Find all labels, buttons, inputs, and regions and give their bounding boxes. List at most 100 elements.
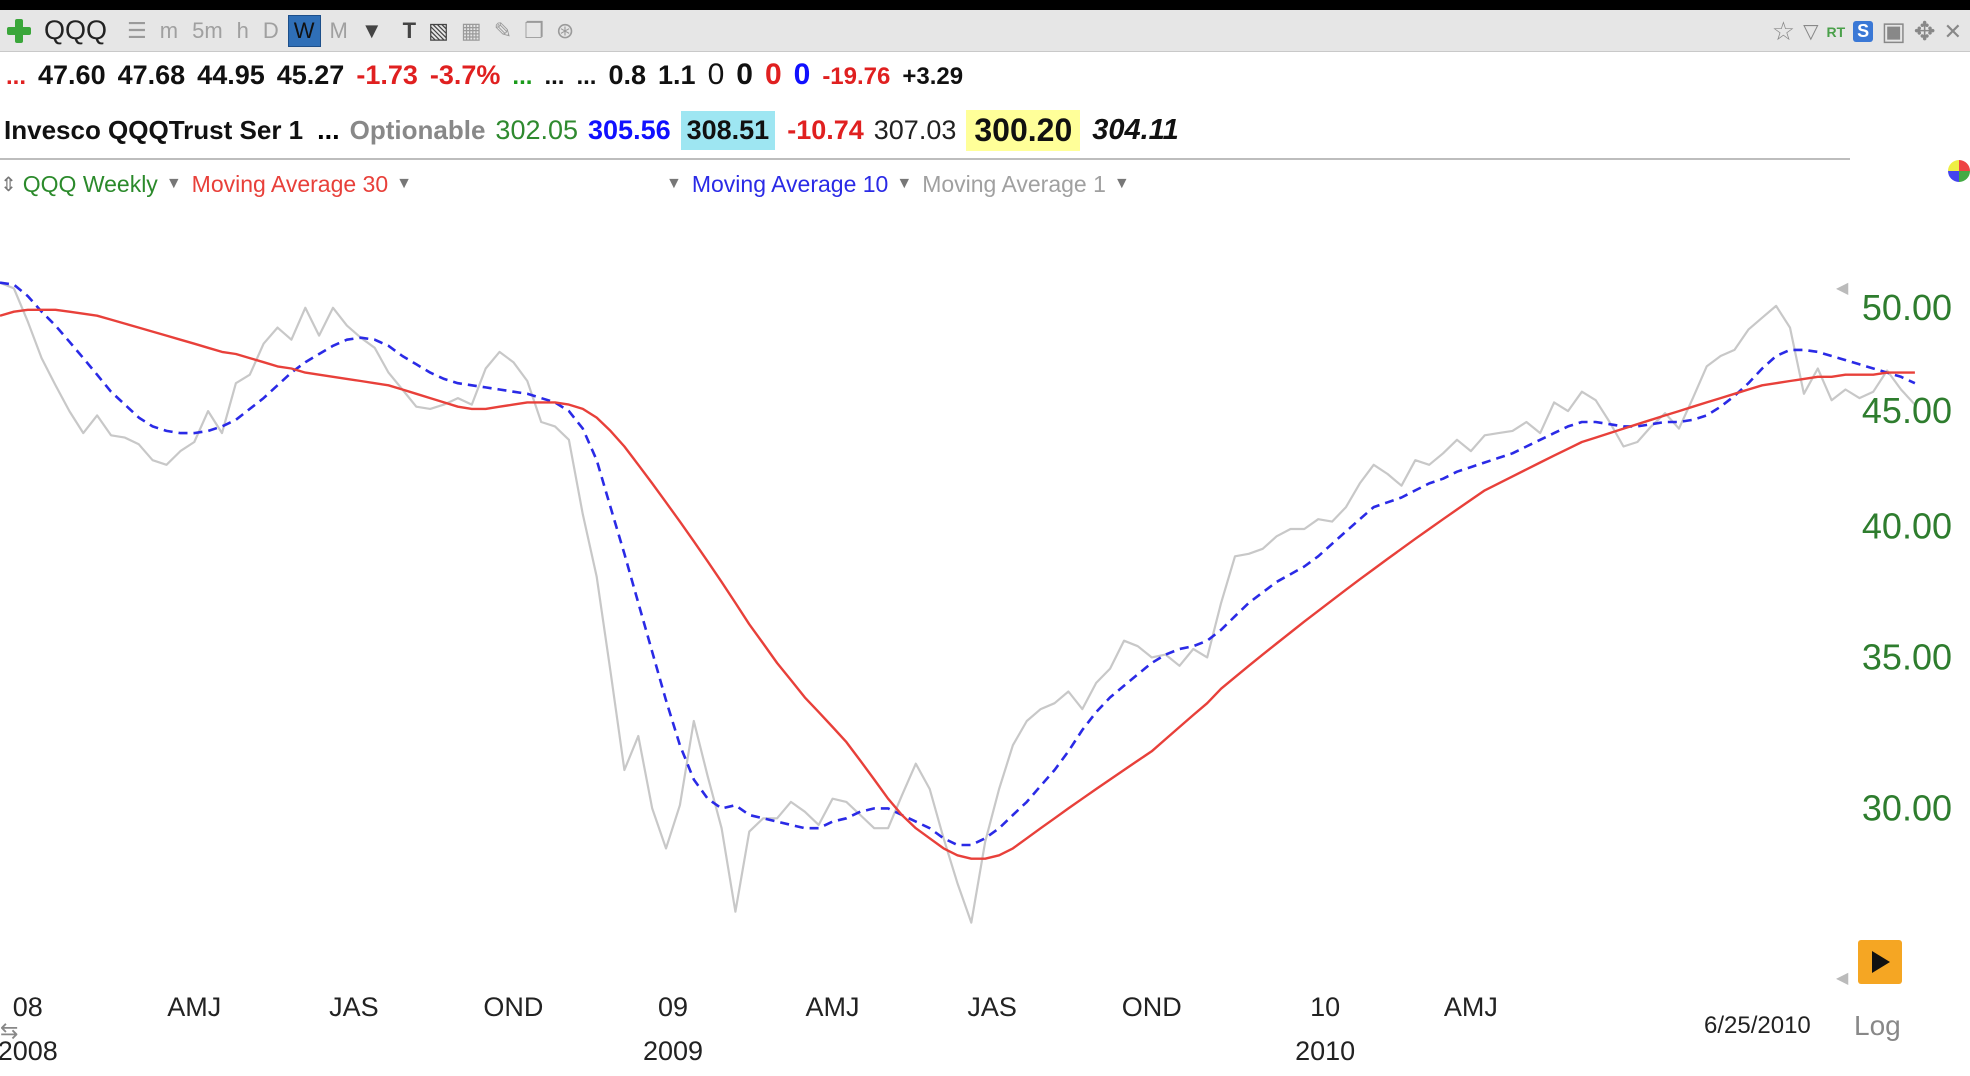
grid-icon[interactable]: ▦	[460, 17, 482, 43]
pencil-icon[interactable]: ✎	[493, 17, 513, 43]
quote-close: 45.27	[276, 60, 345, 90]
quote-high: 47.68	[117, 60, 186, 90]
save-icon[interactable]: ▣	[1881, 16, 1906, 46]
legend-left: ⇕ QQQ Weekly ▼ Moving Average 30 ▼	[0, 168, 422, 200]
y-tick-label: 40.00	[1862, 505, 1952, 546]
header-separator	[0, 158, 1850, 160]
quote-v1: 0.8	[608, 60, 647, 90]
scroll-left-top-icon[interactable]: ◀	[1836, 280, 1849, 297]
timeframe-5m[interactable]: 5m	[192, 17, 223, 43]
toolbar: QQQ ☰ m 5m h D W M ▼ T ▧ ▦ ✎ ❐ ⊛ ☆ ▽ RT …	[0, 10, 1970, 52]
legend-right: ▼ Moving Average 10 ▼ Moving Average 1 ▼	[658, 168, 1140, 200]
x-tick-label: 09	[658, 992, 688, 1022]
legend-main[interactable]: QQQ Weekly	[22, 170, 158, 197]
scroll-left-bottom-icon[interactable]: ◀	[1836, 970, 1849, 987]
x-tick-label: 10	[1310, 992, 1340, 1022]
updown-icon[interactable]: ⇕	[0, 173, 17, 196]
quote2-p7: 304.11	[1092, 113, 1179, 146]
x-tick-label: JAS	[967, 992, 1017, 1022]
quote-z3: 0	[764, 58, 782, 91]
legend-ma1[interactable]: Moving Average 1	[922, 170, 1106, 197]
optionable-label: Optionable	[349, 114, 486, 145]
quote-change: -1.73	[356, 60, 418, 90]
legend-ma10-left-dropdown-icon[interactable]: ▼	[666, 175, 682, 192]
quote-z1: 0	[707, 58, 725, 91]
text-icon[interactable]: T	[402, 17, 417, 43]
legend-ma10[interactable]: Moving Average 10	[691, 170, 889, 197]
timeframe-h[interactable]: h	[236, 17, 249, 43]
x-tick-label: AMJ	[806, 992, 860, 1022]
legend-main-dropdown-icon[interactable]: ▼	[165, 175, 182, 192]
series-line-price	[0, 281, 1916, 924]
quote-line-2: Invesco QQQTrust Ser 1 ... Optionable 30…	[4, 108, 1189, 152]
series-line-ma30	[0, 308, 1915, 860]
y-tick-label: 50.00	[1862, 287, 1952, 328]
toolbar-right: ☆ ▽ RT S ▣ ✥ ✕	[1772, 16, 1962, 47]
timeframe-d[interactable]: D	[262, 17, 279, 43]
color-wheel-icon[interactable]	[1948, 160, 1970, 182]
close-icon[interactable]: ✕	[1943, 18, 1962, 44]
log-scale-toggle[interactable]: Log	[1854, 1010, 1901, 1041]
chevron-down-icon[interactable]: ▼	[360, 17, 383, 43]
quote2-p5: 307.03	[873, 114, 957, 145]
timeframe-w[interactable]: W	[287, 14, 321, 47]
scroll-handle-icon[interactable]: ⇆	[0, 1018, 19, 1043]
current-date: 6/25/2010	[1704, 1012, 1811, 1039]
quote-dots-green: ...	[512, 63, 533, 90]
rt-toggle[interactable]: RT	[1826, 23, 1846, 40]
chart-series-group	[0, 281, 1916, 924]
x-tick-label: AMJ	[167, 992, 221, 1022]
x-tick-label: OND	[1122, 992, 1182, 1022]
symbol-input[interactable]: QQQ	[44, 15, 108, 45]
quote-change-pct: -3.7%	[429, 60, 501, 90]
legend-ma30[interactable]: Moving Average 30	[191, 170, 389, 197]
quote-z2: 0	[736, 58, 753, 91]
price-chart[interactable]: 50.00 45.00 40.00 35.00 30.00 08 AMJ JAS OND 09 A…	[0, 200, 1970, 1076]
list-icon[interactable]: ☰	[127, 17, 147, 43]
quote2-p1: 302.05	[495, 114, 579, 145]
legend-ma10-dropdown-icon[interactable]: ▼	[896, 175, 913, 192]
security-name: Invesco QQQTrust Ser 1	[4, 114, 304, 145]
quote-v3: -19.76	[822, 63, 891, 90]
quote2-p6: 300.20	[966, 109, 1081, 151]
add-icon[interactable]	[4, 16, 34, 46]
quote-low: 44.95	[197, 60, 265, 90]
share-icon[interactable]: ⊛	[555, 17, 575, 43]
copy-icon[interactable]: ❐	[524, 17, 544, 43]
x-tick-label: JAS	[329, 992, 379, 1022]
bar-chart-icon[interactable]: ▧	[428, 17, 449, 43]
timeframe-mo[interactable]: M	[329, 17, 348, 43]
quote-open: 47.60	[38, 60, 106, 90]
window-top-band	[0, 0, 1970, 10]
x-year-label: 2010	[1295, 1036, 1355, 1066]
star-icon[interactable]: ☆	[1771, 16, 1796, 46]
quote2-dots: ...	[317, 114, 340, 145]
quote-prefix: ...	[6, 63, 27, 90]
x-tick-label: OND	[483, 992, 543, 1022]
legend-ma1-dropdown-icon[interactable]: ▼	[1113, 175, 1130, 192]
quote2-p3: 308.51	[680, 110, 776, 150]
quote-v2: 1.1	[658, 60, 696, 90]
quote2-p2: 305.56	[588, 114, 671, 145]
quote2-p4: -10.74	[787, 114, 864, 145]
y-tick-label: 35.00	[1862, 636, 1952, 677]
quote-z4: 0	[793, 58, 811, 91]
x-tick-label: AMJ	[1444, 992, 1498, 1022]
play-icon[interactable]	[1858, 940, 1902, 984]
x-year-label: 2008	[0, 1036, 58, 1066]
quote-v4: +3.29	[902, 63, 964, 90]
quote-line-1: ... 47.60 47.68 44.95 45.27 -1.73 -3.7% …	[6, 58, 975, 98]
timeframe-m[interactable]: m	[159, 17, 179, 43]
move-icon[interactable]: ✥	[1913, 16, 1936, 46]
x-tick-label: 08	[13, 992, 43, 1022]
quote-dots-2: ...	[576, 63, 597, 90]
x-axis: 08 AMJ JAS OND 09 AMJ JAS OND 10 AMJ 2008 2009 2010	[0, 992, 1498, 1066]
y-tick-label: 30.00	[1862, 787, 1952, 828]
filter-icon[interactable]: ▽	[1803, 21, 1819, 43]
s-badge[interactable]: S	[1853, 21, 1874, 42]
quote-dots-1: ...	[544, 63, 565, 90]
series-line-ma10	[0, 281, 1916, 847]
y-axis: 50.00 45.00 40.00 35.00 30.00	[1862, 287, 1952, 829]
x-year-label: 2009	[643, 1036, 703, 1066]
legend-ma30-dropdown-icon[interactable]: ▼	[396, 175, 412, 192]
